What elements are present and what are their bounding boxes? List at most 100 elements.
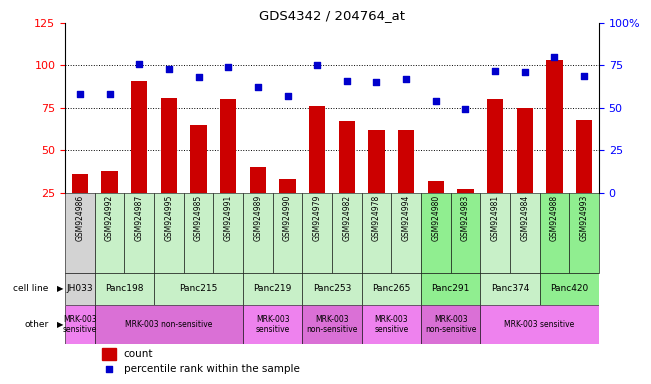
Text: MRK-003
sensitive: MRK-003 sensitive: [62, 315, 97, 334]
Bar: [398, 130, 414, 235]
Bar: [124, 192, 154, 273]
Text: GSM924992: GSM924992: [105, 195, 114, 241]
Text: GSM924995: GSM924995: [165, 195, 173, 241]
Text: MRK-003
sensitive: MRK-003 sensitive: [374, 315, 408, 334]
Bar: [65, 273, 95, 305]
Point: [223, 64, 234, 70]
Bar: [154, 273, 243, 305]
Text: MRK-003
non-sensitive: MRK-003 non-sensitive: [425, 315, 477, 334]
Text: GSM924984: GSM924984: [520, 195, 529, 241]
Bar: [302, 192, 332, 273]
Text: MRK-003
non-sensitive: MRK-003 non-sensitive: [307, 315, 357, 334]
Text: GSM924993: GSM924993: [579, 195, 589, 241]
Bar: [250, 167, 266, 235]
Title: GDS4342 / 204764_at: GDS4342 / 204764_at: [259, 9, 405, 22]
Point: [312, 62, 322, 68]
Text: MRK-003 non-sensitive: MRK-003 non-sensitive: [125, 320, 213, 329]
Text: Panc420: Panc420: [550, 285, 589, 293]
Point: [75, 91, 85, 97]
Text: GSM924990: GSM924990: [283, 195, 292, 241]
Bar: [339, 121, 355, 235]
Bar: [279, 179, 296, 235]
Bar: [243, 192, 273, 273]
Bar: [517, 108, 533, 235]
Text: GSM924987: GSM924987: [135, 195, 144, 241]
Bar: [546, 60, 562, 235]
Text: GSM924979: GSM924979: [312, 195, 322, 241]
Bar: [362, 273, 421, 305]
Point: [134, 61, 145, 67]
Point: [401, 76, 411, 82]
Bar: [302, 273, 362, 305]
Bar: [72, 174, 88, 235]
Bar: [309, 106, 326, 235]
Bar: [487, 99, 503, 235]
Point: [104, 91, 115, 97]
Text: GSM924980: GSM924980: [432, 195, 440, 241]
Text: MRK-003
sensitive: MRK-003 sensitive: [256, 315, 290, 334]
Bar: [362, 192, 391, 273]
Text: Panc253: Panc253: [313, 285, 351, 293]
Text: GSM924981: GSM924981: [491, 195, 499, 241]
Point: [253, 84, 263, 91]
Point: [104, 366, 115, 372]
Text: ▶: ▶: [57, 285, 64, 293]
Bar: [362, 305, 421, 344]
Bar: [214, 192, 243, 273]
Point: [460, 106, 471, 113]
Bar: [161, 98, 177, 235]
Bar: [421, 305, 480, 344]
Text: GSM924982: GSM924982: [342, 195, 352, 241]
Bar: [510, 192, 540, 273]
Text: GSM924983: GSM924983: [461, 195, 470, 241]
Bar: [154, 192, 184, 273]
Point: [490, 68, 501, 74]
Bar: [569, 192, 599, 273]
Bar: [243, 273, 302, 305]
Point: [519, 69, 530, 75]
Bar: [102, 348, 116, 360]
Text: GSM924989: GSM924989: [253, 195, 262, 241]
Point: [283, 93, 293, 99]
Bar: [576, 120, 592, 235]
Text: Panc265: Panc265: [372, 285, 411, 293]
Bar: [243, 305, 302, 344]
Bar: [65, 305, 95, 344]
Bar: [273, 192, 302, 273]
Point: [549, 54, 560, 60]
Text: GSM924994: GSM924994: [402, 195, 411, 241]
Bar: [95, 305, 243, 344]
Text: ▶: ▶: [57, 320, 64, 329]
Text: GSM924986: GSM924986: [76, 195, 85, 241]
Bar: [131, 81, 147, 235]
Text: Panc215: Panc215: [180, 285, 217, 293]
Text: GSM924978: GSM924978: [372, 195, 381, 241]
Point: [430, 98, 441, 104]
Bar: [540, 192, 569, 273]
Point: [342, 78, 352, 84]
Text: count: count: [124, 349, 154, 359]
Text: other: other: [25, 320, 49, 329]
Bar: [190, 125, 207, 235]
Bar: [457, 189, 474, 235]
Text: Panc374: Panc374: [491, 285, 529, 293]
Bar: [95, 192, 124, 273]
Bar: [65, 192, 95, 273]
Bar: [302, 305, 362, 344]
Bar: [332, 192, 362, 273]
Text: percentile rank within the sample: percentile rank within the sample: [124, 364, 299, 374]
Text: Panc219: Panc219: [253, 285, 292, 293]
Bar: [428, 181, 444, 235]
Text: GSM924991: GSM924991: [224, 195, 232, 241]
Bar: [421, 273, 480, 305]
Bar: [184, 192, 214, 273]
Bar: [421, 192, 450, 273]
Point: [371, 79, 381, 85]
Text: cell line: cell line: [14, 285, 49, 293]
Text: GSM924988: GSM924988: [550, 195, 559, 241]
Bar: [480, 192, 510, 273]
Point: [163, 66, 174, 72]
Bar: [220, 99, 236, 235]
Bar: [102, 170, 118, 235]
Text: MRK-003 sensitive: MRK-003 sensitive: [505, 320, 575, 329]
